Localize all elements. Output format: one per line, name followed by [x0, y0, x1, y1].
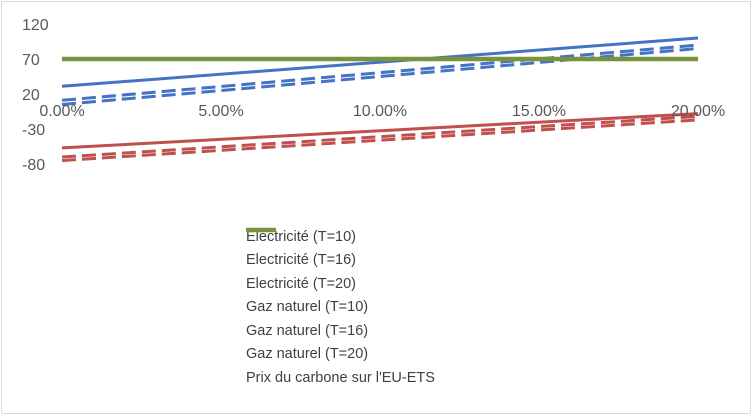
series-line-4 — [61, 112, 699, 150]
legend-item: Electricité (T=10) — [246, 225, 546, 249]
legend-label: Prix du carbone sur l'EU-ETS — [246, 369, 435, 386]
series-line-6 — [61, 118, 699, 162]
legend-label: Electricité (T=16) — [246, 252, 356, 269]
y-tick-label: 120 — [22, 17, 49, 34]
legend-label: Gaz naturel (T=20) — [246, 346, 369, 363]
x-tick-label: 20.00% — [671, 103, 725, 120]
legend-item: Electricité (T=20) — [246, 228, 546, 296]
series-layer — [61, 36, 699, 162]
legend-label: Electricité (T=20) — [246, 275, 356, 292]
series-line-2 — [61, 43, 699, 102]
legend-item: Gaz naturel (T=16) — [246, 228, 546, 343]
legend-item: Gaz naturel (T=20) — [246, 228, 546, 367]
x-tick-label: 0.00% — [39, 103, 84, 120]
legend-label: Gaz naturel (T=10) — [246, 299, 369, 316]
y-tick-label: -80 — [22, 157, 45, 174]
y-axis-ticks: 120 70 20 -30 -80 — [22, 17, 49, 174]
y-tick-label: 70 — [22, 52, 40, 69]
series-line-1 — [61, 36, 699, 88]
x-tick-label: 10.00% — [353, 103, 407, 120]
legend-swatch — [246, 227, 276, 233]
series-line-5 — [61, 114, 699, 159]
legend-label: Gaz naturel (T=16) — [246, 322, 369, 339]
chart-legend: Electricité (T=10) Electricité (T=16) Elec… — [246, 225, 546, 390]
legend-item: Gaz naturel (T=10) — [246, 228, 546, 320]
x-tick-label: 15.00% — [512, 103, 566, 120]
y-tick-label: 20 — [22, 87, 40, 104]
x-axis-ticks: 0.00% 5.00% 10.00% 15.00% 20.00% — [39, 103, 725, 120]
legend-item: Electricité (T=16) — [246, 228, 546, 273]
legend-item: Prix du carbone sur l'EU-ETS — [246, 227, 546, 390]
legend-label: Electricité (T=10) — [246, 228, 356, 245]
y-tick-label: -30 — [22, 122, 45, 139]
x-tick-label: 5.00% — [198, 103, 243, 120]
